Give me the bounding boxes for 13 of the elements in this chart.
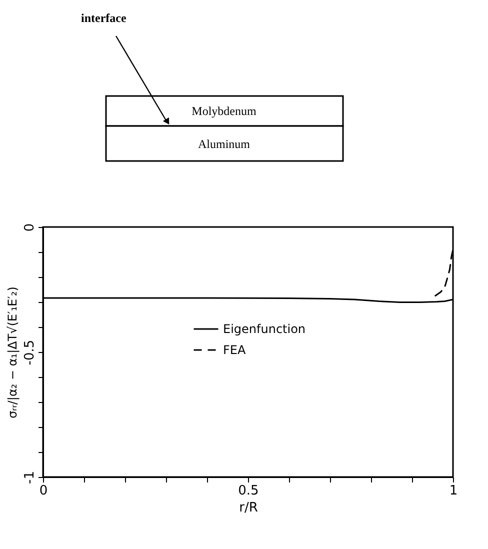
y-axis-title: σᵣᵣ/|α₂ − α₁|ΔT√(E′₁E′₂) (6, 286, 20, 418)
x-tick-label: 0 (39, 484, 48, 498)
y-tick-label: 0 (22, 223, 38, 232)
x-axis-title: r/R (239, 500, 258, 516)
x-tick-label: 0.5 (238, 484, 259, 498)
text: Molybdenum (192, 104, 257, 118)
text: Aluminum (198, 137, 251, 151)
legend-label: Eigenfunction (223, 322, 306, 336)
y-tick-label: -1 (22, 471, 38, 484)
y-tick-label: -0.5 (22, 340, 38, 366)
x-tick-label: 1 (449, 484, 458, 498)
legend-label: FEA (223, 343, 246, 357)
text: interface (81, 11, 127, 25)
